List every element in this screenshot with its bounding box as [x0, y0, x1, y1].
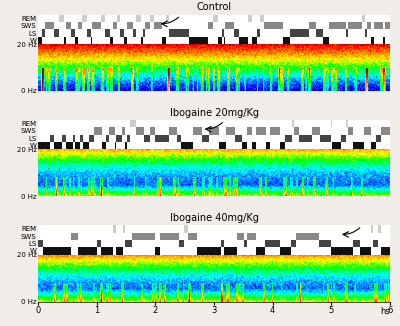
- Text: Control: Control: [196, 2, 232, 12]
- Text: Ibogaine 40mg/Kg: Ibogaine 40mg/Kg: [170, 213, 258, 223]
- Text: hs: hs: [380, 307, 390, 316]
- Text: Ibogaine 20mg/Kg: Ibogaine 20mg/Kg: [170, 108, 258, 118]
